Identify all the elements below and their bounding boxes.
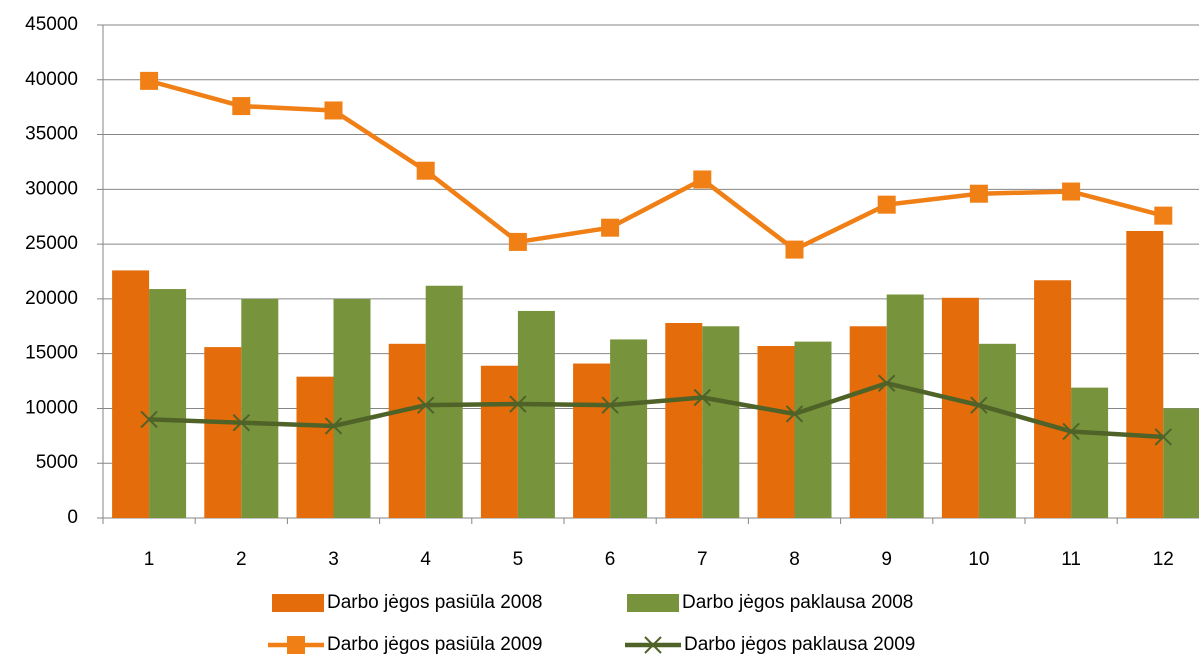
marker	[1062, 422, 1080, 441]
legend-label: Darbo jėgos paklausa 2008	[682, 592, 913, 613]
y-tick-label: 5000	[36, 452, 78, 473]
y-tick-label: 40000	[25, 69, 78, 90]
bar	[112, 270, 150, 518]
y-tick-label: 10000	[25, 397, 78, 418]
bar	[517, 310, 555, 518]
marker	[693, 388, 712, 407]
bar	[702, 326, 740, 518]
marker	[508, 232, 527, 251]
bar	[757, 345, 795, 518]
bar	[204, 347, 242, 518]
line	[149, 380, 1164, 440]
y-tick-label: 25000	[25, 233, 78, 254]
marker	[232, 97, 251, 116]
marker	[324, 417, 343, 435]
x-tick-label: 6	[605, 549, 616, 570]
marker	[785, 240, 804, 259]
bar	[425, 285, 463, 518]
bar	[480, 365, 518, 518]
x-tick-label: 3	[328, 549, 339, 570]
bar	[1071, 387, 1109, 518]
marker	[1154, 428, 1173, 446]
marker	[1062, 182, 1081, 201]
bar	[941, 297, 979, 518]
y-tick-label: 15000	[25, 343, 78, 364]
x-tick-label: 11	[1061, 549, 1081, 570]
marker	[287, 636, 305, 654]
bar	[388, 343, 426, 518]
marker	[1154, 206, 1173, 225]
marker	[877, 195, 896, 214]
bar	[1163, 408, 1199, 518]
legend-label: Darbo jėgos paklausa 2009	[684, 634, 915, 655]
marker	[601, 218, 620, 237]
x-tick-label: 5	[513, 549, 524, 570]
line	[148, 78, 1164, 252]
x-tick-label: 8	[789, 549, 800, 570]
marker	[970, 396, 988, 414]
legend-swatch	[272, 594, 324, 612]
y-tick-label: 30000	[25, 178, 78, 199]
y-tick-label: 45000	[25, 14, 78, 35]
y-tick-label: 0	[67, 507, 78, 528]
marker	[140, 410, 158, 429]
x-tick-label: 9	[881, 549, 892, 570]
marker	[140, 71, 159, 90]
marker	[416, 396, 435, 414]
marker	[644, 636, 662, 654]
marker	[601, 396, 619, 414]
bar	[333, 298, 371, 518]
marker	[785, 405, 804, 423]
bar	[573, 363, 611, 518]
marker	[416, 161, 435, 180]
marker	[232, 413, 251, 432]
marker	[969, 184, 988, 203]
bar	[1034, 280, 1072, 518]
marker	[693, 170, 712, 189]
marker	[324, 101, 343, 120]
bar	[296, 376, 334, 518]
x-tick-label: 4	[420, 549, 431, 570]
bar	[849, 326, 887, 518]
legend-swatch	[627, 594, 679, 612]
x-tick-label: 2	[236, 549, 247, 570]
y-tick-label: 20000	[25, 288, 78, 309]
bar	[149, 289, 187, 518]
x-tick-label: 10	[968, 549, 989, 570]
bar	[665, 322, 703, 518]
bar	[241, 298, 279, 518]
marker	[877, 374, 896, 392]
bar	[794, 341, 832, 518]
x-tick-label: 1	[144, 549, 155, 570]
bar	[886, 294, 924, 518]
x-tick-label: 12	[1153, 549, 1174, 570]
marker	[509, 395, 527, 413]
bar	[610, 339, 648, 518]
bar	[978, 343, 1016, 518]
bar	[1126, 230, 1164, 518]
legend-label: Darbo jėgos pasiūla 2009	[327, 634, 543, 655]
legend-label: Darbo jėgos pasiūla 2008	[327, 592, 543, 613]
x-tick-label: 7	[697, 549, 708, 570]
y-tick-label: 35000	[25, 124, 78, 145]
